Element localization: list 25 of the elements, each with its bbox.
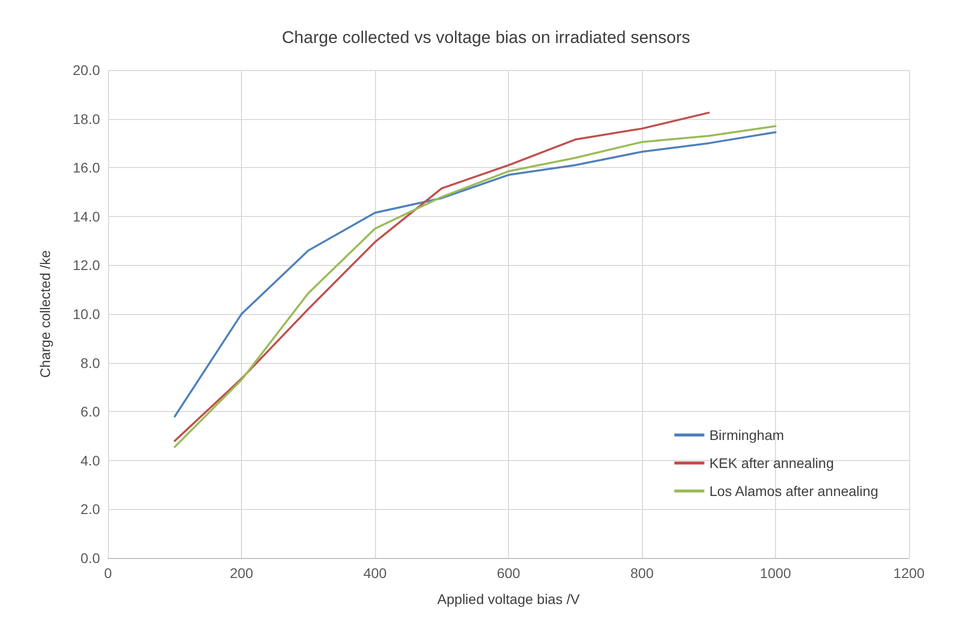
legend-label: KEK after annealing <box>709 455 834 471</box>
legend-label: Los Alamos after annealing <box>709 483 878 499</box>
line-series <box>174 112 710 442</box>
x-tick-label: 1000 <box>760 565 792 581</box>
y-tick-label: 4.0 <box>80 452 100 468</box>
y-tick-label: 6.0 <box>80 404 100 420</box>
x-tick-label: 800 <box>630 565 654 581</box>
y-tick-label: 8.0 <box>80 354 100 371</box>
y-tick-label: 10.0 <box>72 306 100 322</box>
y-tick-label: 12.0 <box>72 257 100 274</box>
y-tick-label: 16.0 <box>72 160 100 176</box>
x-tick-label: 600 <box>496 565 520 581</box>
y-tick-label: 18.0 <box>72 110 100 127</box>
y-tick-label: 14.0 <box>72 208 100 224</box>
legend-label: Birmingham <box>709 427 784 443</box>
x-tick-label: 0 <box>104 565 112 581</box>
x-tick-label: 400 <box>363 565 387 581</box>
y-tick-label: 0.0 <box>80 550 100 566</box>
x-tick-label: 200 <box>230 565 254 581</box>
y-tick-label: 20.0 <box>72 62 100 78</box>
chart-title: Charge collected vs voltage bias on irradiated sensors <box>282 28 690 47</box>
y-axis-title: Charge collected /ke <box>37 250 53 378</box>
x-axis-title: Applied voltage bias /V <box>437 591 580 607</box>
y-tick-label: 2.0 <box>80 501 100 518</box>
x-tick-label: 1200 <box>893 565 925 581</box>
